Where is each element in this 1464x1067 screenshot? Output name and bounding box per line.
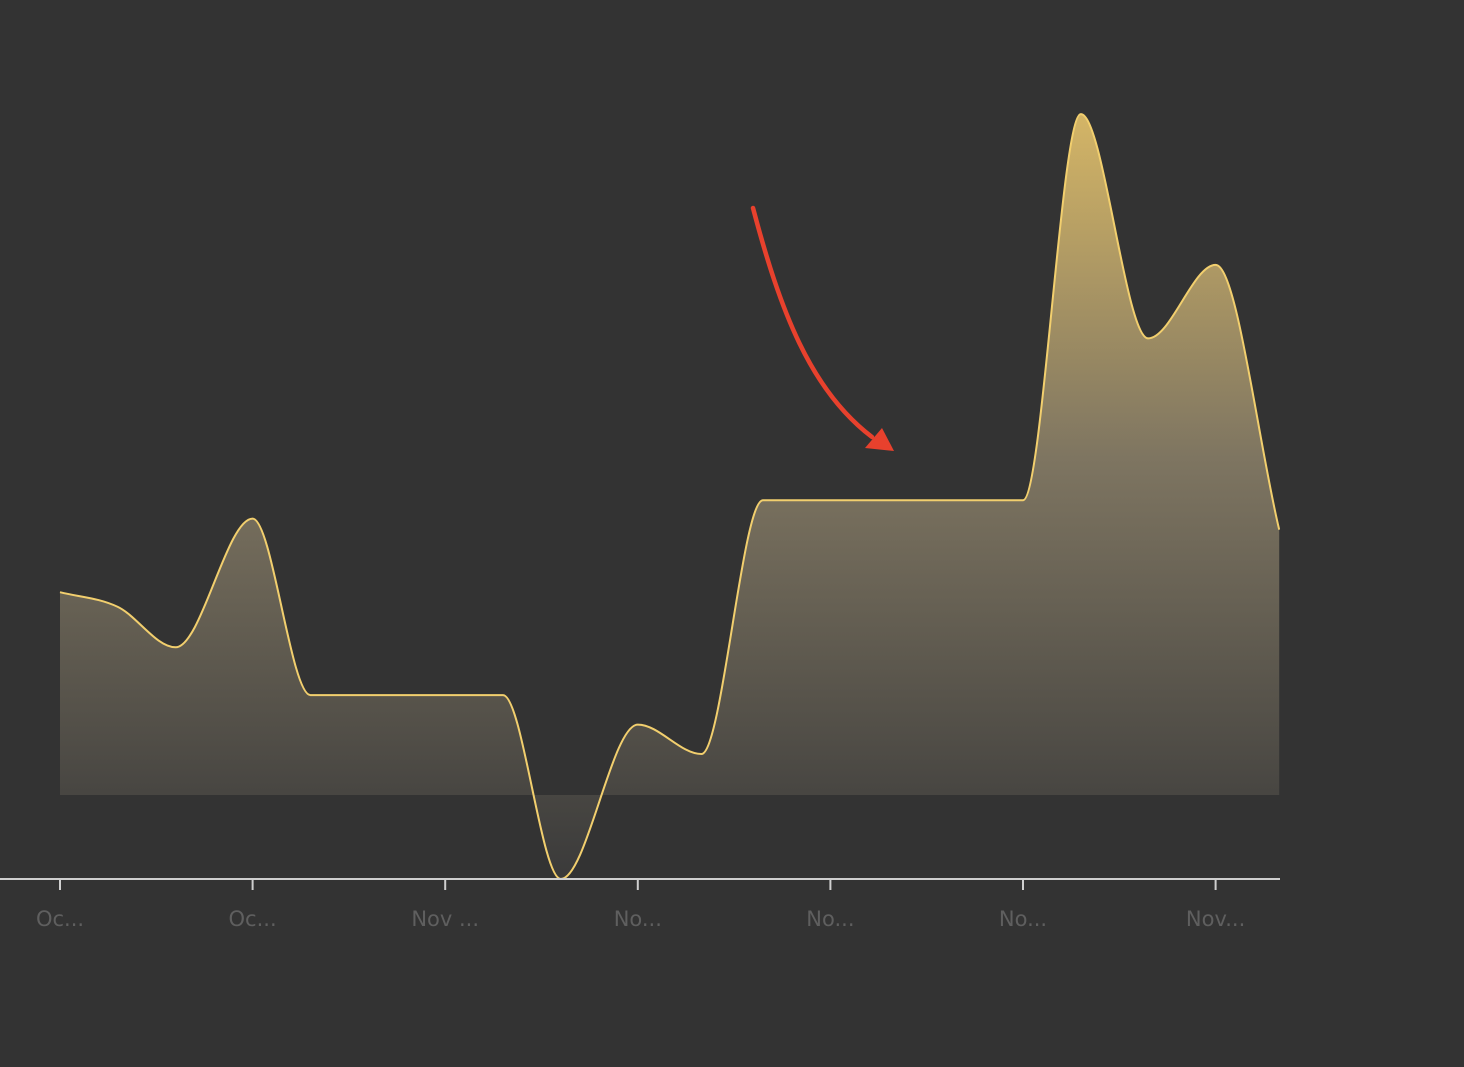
x-tick-label-2: Nov ...: [411, 907, 479, 931]
series-line: [59, 113, 1280, 881]
annotation-layer: [750, 205, 894, 451]
x-axis: Oc... Oc... Nov ... No... No... No... Nov...: [0, 878, 1280, 931]
x-tick-label-4: No...: [806, 907, 854, 931]
x-tick-label-3: No...: [614, 907, 662, 931]
x-tick-label-6: Nov...: [1186, 907, 1245, 931]
area-fill: [60, 114, 1280, 879]
x-tick-label-1: Oc...: [229, 907, 277, 931]
annotation-arrow-head: [865, 428, 894, 451]
plot-area: [59, 113, 1280, 881]
x-tick-label-0: Oc...: [36, 907, 84, 931]
x-tick-label-5: No...: [999, 907, 1047, 931]
annotation-arrow-shaft: [750, 205, 875, 440]
